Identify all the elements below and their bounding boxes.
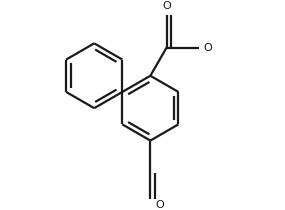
Text: O: O (155, 200, 164, 210)
Text: O: O (162, 1, 171, 11)
Text: O: O (203, 43, 212, 53)
